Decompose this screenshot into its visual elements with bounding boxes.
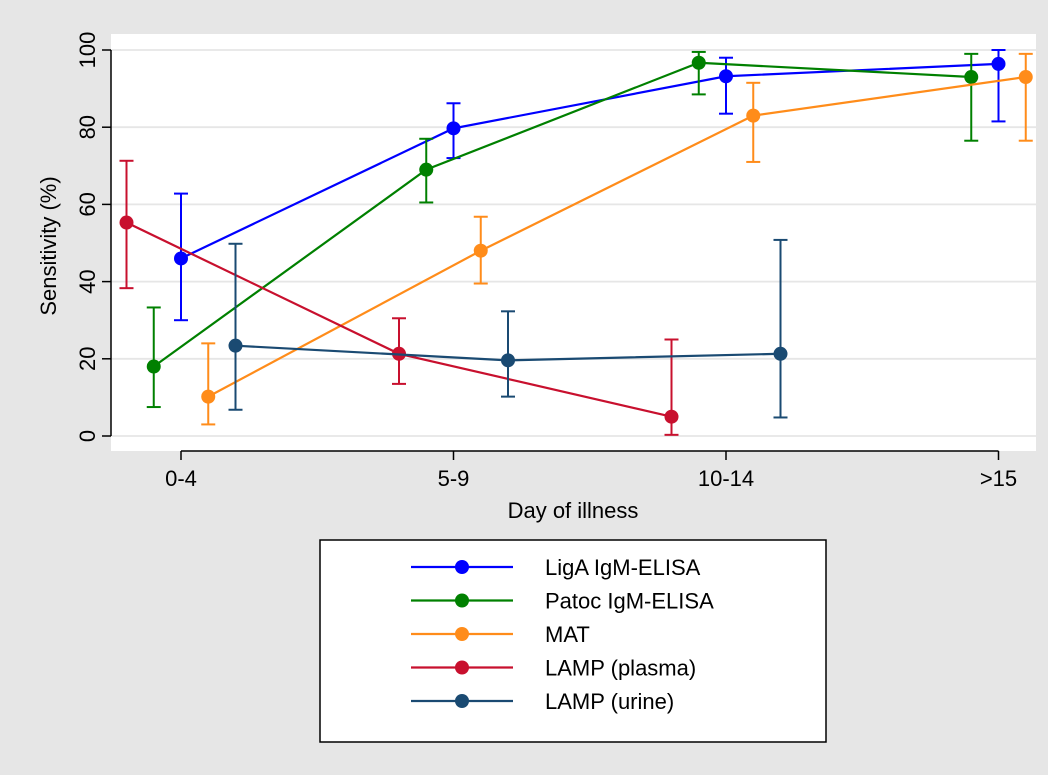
data-point: [146, 359, 161, 374]
data-point: [1018, 70, 1033, 85]
data-point: [473, 243, 488, 258]
legend-item: Patoc IgM-ELISA: [411, 589, 714, 614]
data-point: [174, 251, 188, 266]
x-axis-title: Day of illness: [508, 498, 639, 523]
legend-item: LAMP (plasma): [411, 656, 696, 681]
series-1: [174, 49, 1006, 322]
data-point: [228, 338, 243, 353]
legend-label: LAMP (urine): [545, 689, 674, 714]
legend-swatch-marker: [455, 660, 469, 675]
legend-swatch-marker: [455, 694, 469, 708]
series-line: [180, 62, 999, 260]
data-point: [664, 409, 679, 424]
y-tick-label: 0: [75, 430, 100, 442]
x-tick-label: >15: [980, 466, 1017, 491]
legend-swatch-marker: [455, 627, 469, 641]
legend-item: LAMP (urine): [411, 689, 674, 714]
legend-label: LigA IgM-ELISA: [545, 555, 701, 580]
series-group: [119, 49, 1033, 436]
y-tick-label: 20: [75, 347, 100, 371]
series-line: [153, 61, 972, 368]
x-tick-label: 5-9: [438, 466, 470, 491]
plot-area: [111, 34, 1036, 451]
axes: 0 20 40 60 80 100 0-4 5-9 10-14 >15: [75, 32, 1017, 491]
legend-item: LigA IgM-ELISA: [411, 555, 701, 580]
data-point: [446, 121, 461, 136]
data-point: [964, 70, 979, 85]
series-3: [201, 52, 1033, 426]
x-tick-label: 0-4: [165, 466, 197, 491]
x-tick-label: 10-14: [698, 466, 754, 491]
data-point: [773, 346, 788, 361]
data-point: [746, 108, 761, 123]
series-line: [207, 75, 1026, 398]
y-tick-label: 80: [75, 115, 100, 139]
series-2: [146, 50, 979, 409]
legend-label: LAMP (plasma): [545, 656, 696, 681]
series-5: [228, 238, 788, 419]
legend-label: Patoc IgM-ELISA: [545, 589, 714, 614]
legend-item: MAT: [411, 622, 590, 647]
data-point: [501, 353, 515, 368]
legend-swatch-marker: [455, 593, 469, 608]
data-point: [119, 215, 134, 230]
legend-swatch-marker: [455, 560, 469, 574]
data-point: [691, 55, 706, 70]
data-point: [719, 69, 733, 84]
data-point: [201, 389, 216, 404]
data-point: [991, 56, 1006, 71]
legend-box: [319, 539, 827, 743]
data-point: [419, 162, 434, 177]
y-tick-label: 40: [75, 269, 100, 293]
y-tick-label: 60: [75, 192, 100, 216]
legend: LigA IgM-ELISA Patoc IgM-ELISA MAT LAMP (pl…: [319, 539, 827, 743]
y-tick-label: 100: [75, 32, 100, 69]
legend-label: MAT: [545, 622, 590, 647]
y-axis-title: Sensitivity (%): [36, 176, 61, 315]
